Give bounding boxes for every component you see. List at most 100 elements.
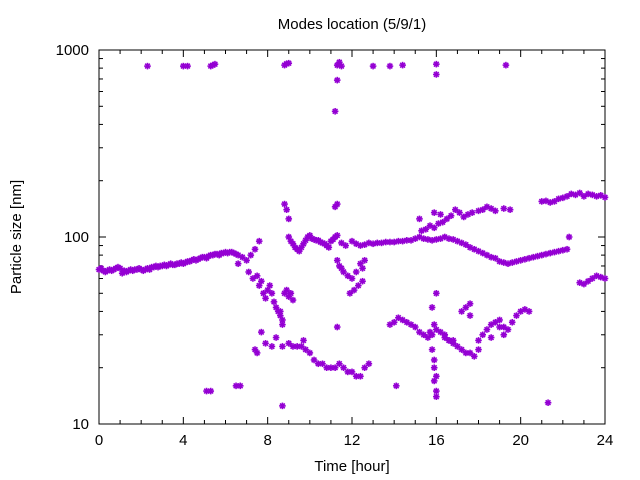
- x-axis-label: Time [hour]: [314, 458, 389, 475]
- data-points: [95, 58, 609, 410]
- data-point: [378, 239, 385, 247]
- data-point: [426, 328, 434, 336]
- data-point: [262, 340, 269, 347]
- data-point: [496, 316, 503, 324]
- data-point: [475, 337, 482, 344]
- data-point: [340, 268, 347, 276]
- data-point: [462, 304, 470, 311]
- data-point: [268, 343, 276, 350]
- data-point: [279, 321, 286, 328]
- data-point: [243, 257, 250, 264]
- data-point: [470, 353, 478, 360]
- data-point: [281, 200, 288, 208]
- data-point: [336, 360, 343, 368]
- data-point: [437, 211, 444, 218]
- data-point: [441, 334, 449, 341]
- data-point: [580, 280, 588, 288]
- data-point: [333, 200, 341, 208]
- data-point: [331, 108, 339, 115]
- data-point: [258, 277, 265, 285]
- data-point: [283, 206, 290, 213]
- data-point: [144, 62, 151, 70]
- data-point: [279, 343, 286, 350]
- data-point: [430, 364, 438, 372]
- data-point: [390, 318, 398, 326]
- data-point: [359, 277, 366, 285]
- data-point: [348, 275, 356, 282]
- y-tick-label: 100: [64, 229, 89, 246]
- data-point: [333, 257, 341, 264]
- data-point: [601, 275, 609, 282]
- data-point: [333, 323, 341, 331]
- data-point: [502, 61, 510, 69]
- data-point: [306, 349, 314, 357]
- data-point: [116, 265, 124, 272]
- data-point: [411, 323, 419, 331]
- data-point: [466, 300, 474, 307]
- data-point: [287, 289, 295, 297]
- data-point: [428, 346, 436, 353]
- x-tick-label: 20: [512, 432, 529, 449]
- data-point: [462, 241, 470, 248]
- data-point: [236, 382, 244, 390]
- data-point: [348, 368, 356, 376]
- data-point: [340, 364, 347, 372]
- data-point: [483, 326, 491, 333]
- data-point: [544, 399, 552, 406]
- data-point: [359, 265, 366, 272]
- data-point: [279, 402, 286, 410]
- data-point: [361, 364, 368, 372]
- data-point: [584, 277, 592, 285]
- data-point: [416, 215, 423, 223]
- data-point: [430, 209, 438, 216]
- data-point: [266, 282, 274, 289]
- data-point: [475, 346, 482, 353]
- data-point: [369, 62, 377, 70]
- x-tick-label: 24: [597, 432, 614, 449]
- data-point: [357, 372, 364, 380]
- plot-frame: [98, 49, 606, 425]
- data-point: [392, 382, 400, 390]
- data-point: [563, 245, 571, 253]
- data-point: [247, 251, 255, 259]
- x-tick-label: 0: [95, 432, 103, 449]
- data-point: [253, 349, 261, 357]
- data-point: [601, 194, 609, 201]
- data-point: [559, 246, 567, 254]
- data-point: [211, 60, 219, 68]
- data-point: [268, 289, 276, 297]
- data-point: [245, 268, 252, 276]
- data-point: [279, 316, 286, 324]
- data-point: [325, 244, 333, 251]
- data-point: [207, 387, 215, 395]
- data-point: [433, 289, 440, 297]
- data-point: [565, 233, 573, 241]
- data-point: [500, 331, 508, 339]
- data-point: [576, 189, 583, 197]
- data-point: [310, 356, 318, 364]
- data-point: [492, 207, 499, 215]
- data-point: [458, 308, 465, 315]
- data-point: [333, 232, 341, 239]
- data-point: [433, 387, 440, 395]
- data-point: [433, 326, 440, 333]
- data-point: [443, 215, 451, 223]
- data-point: [525, 308, 533, 315]
- y-tick-label: 10: [72, 416, 89, 433]
- data-point: [576, 279, 583, 286]
- data-point: [508, 318, 516, 326]
- data-point: [338, 239, 345, 247]
- x-tick-label: 12: [344, 432, 361, 449]
- data-point: [433, 60, 440, 68]
- data-point: [430, 356, 438, 364]
- data-point: [433, 236, 440, 243]
- data-point: [302, 237, 309, 244]
- data-point: [468, 209, 476, 216]
- data-point: [479, 206, 487, 213]
- data-point: [251, 245, 259, 253]
- y-axis-label: Particle size [nm]: [8, 180, 25, 294]
- data-point: [430, 321, 438, 328]
- data-point: [496, 323, 503, 331]
- data-point: [386, 62, 394, 70]
